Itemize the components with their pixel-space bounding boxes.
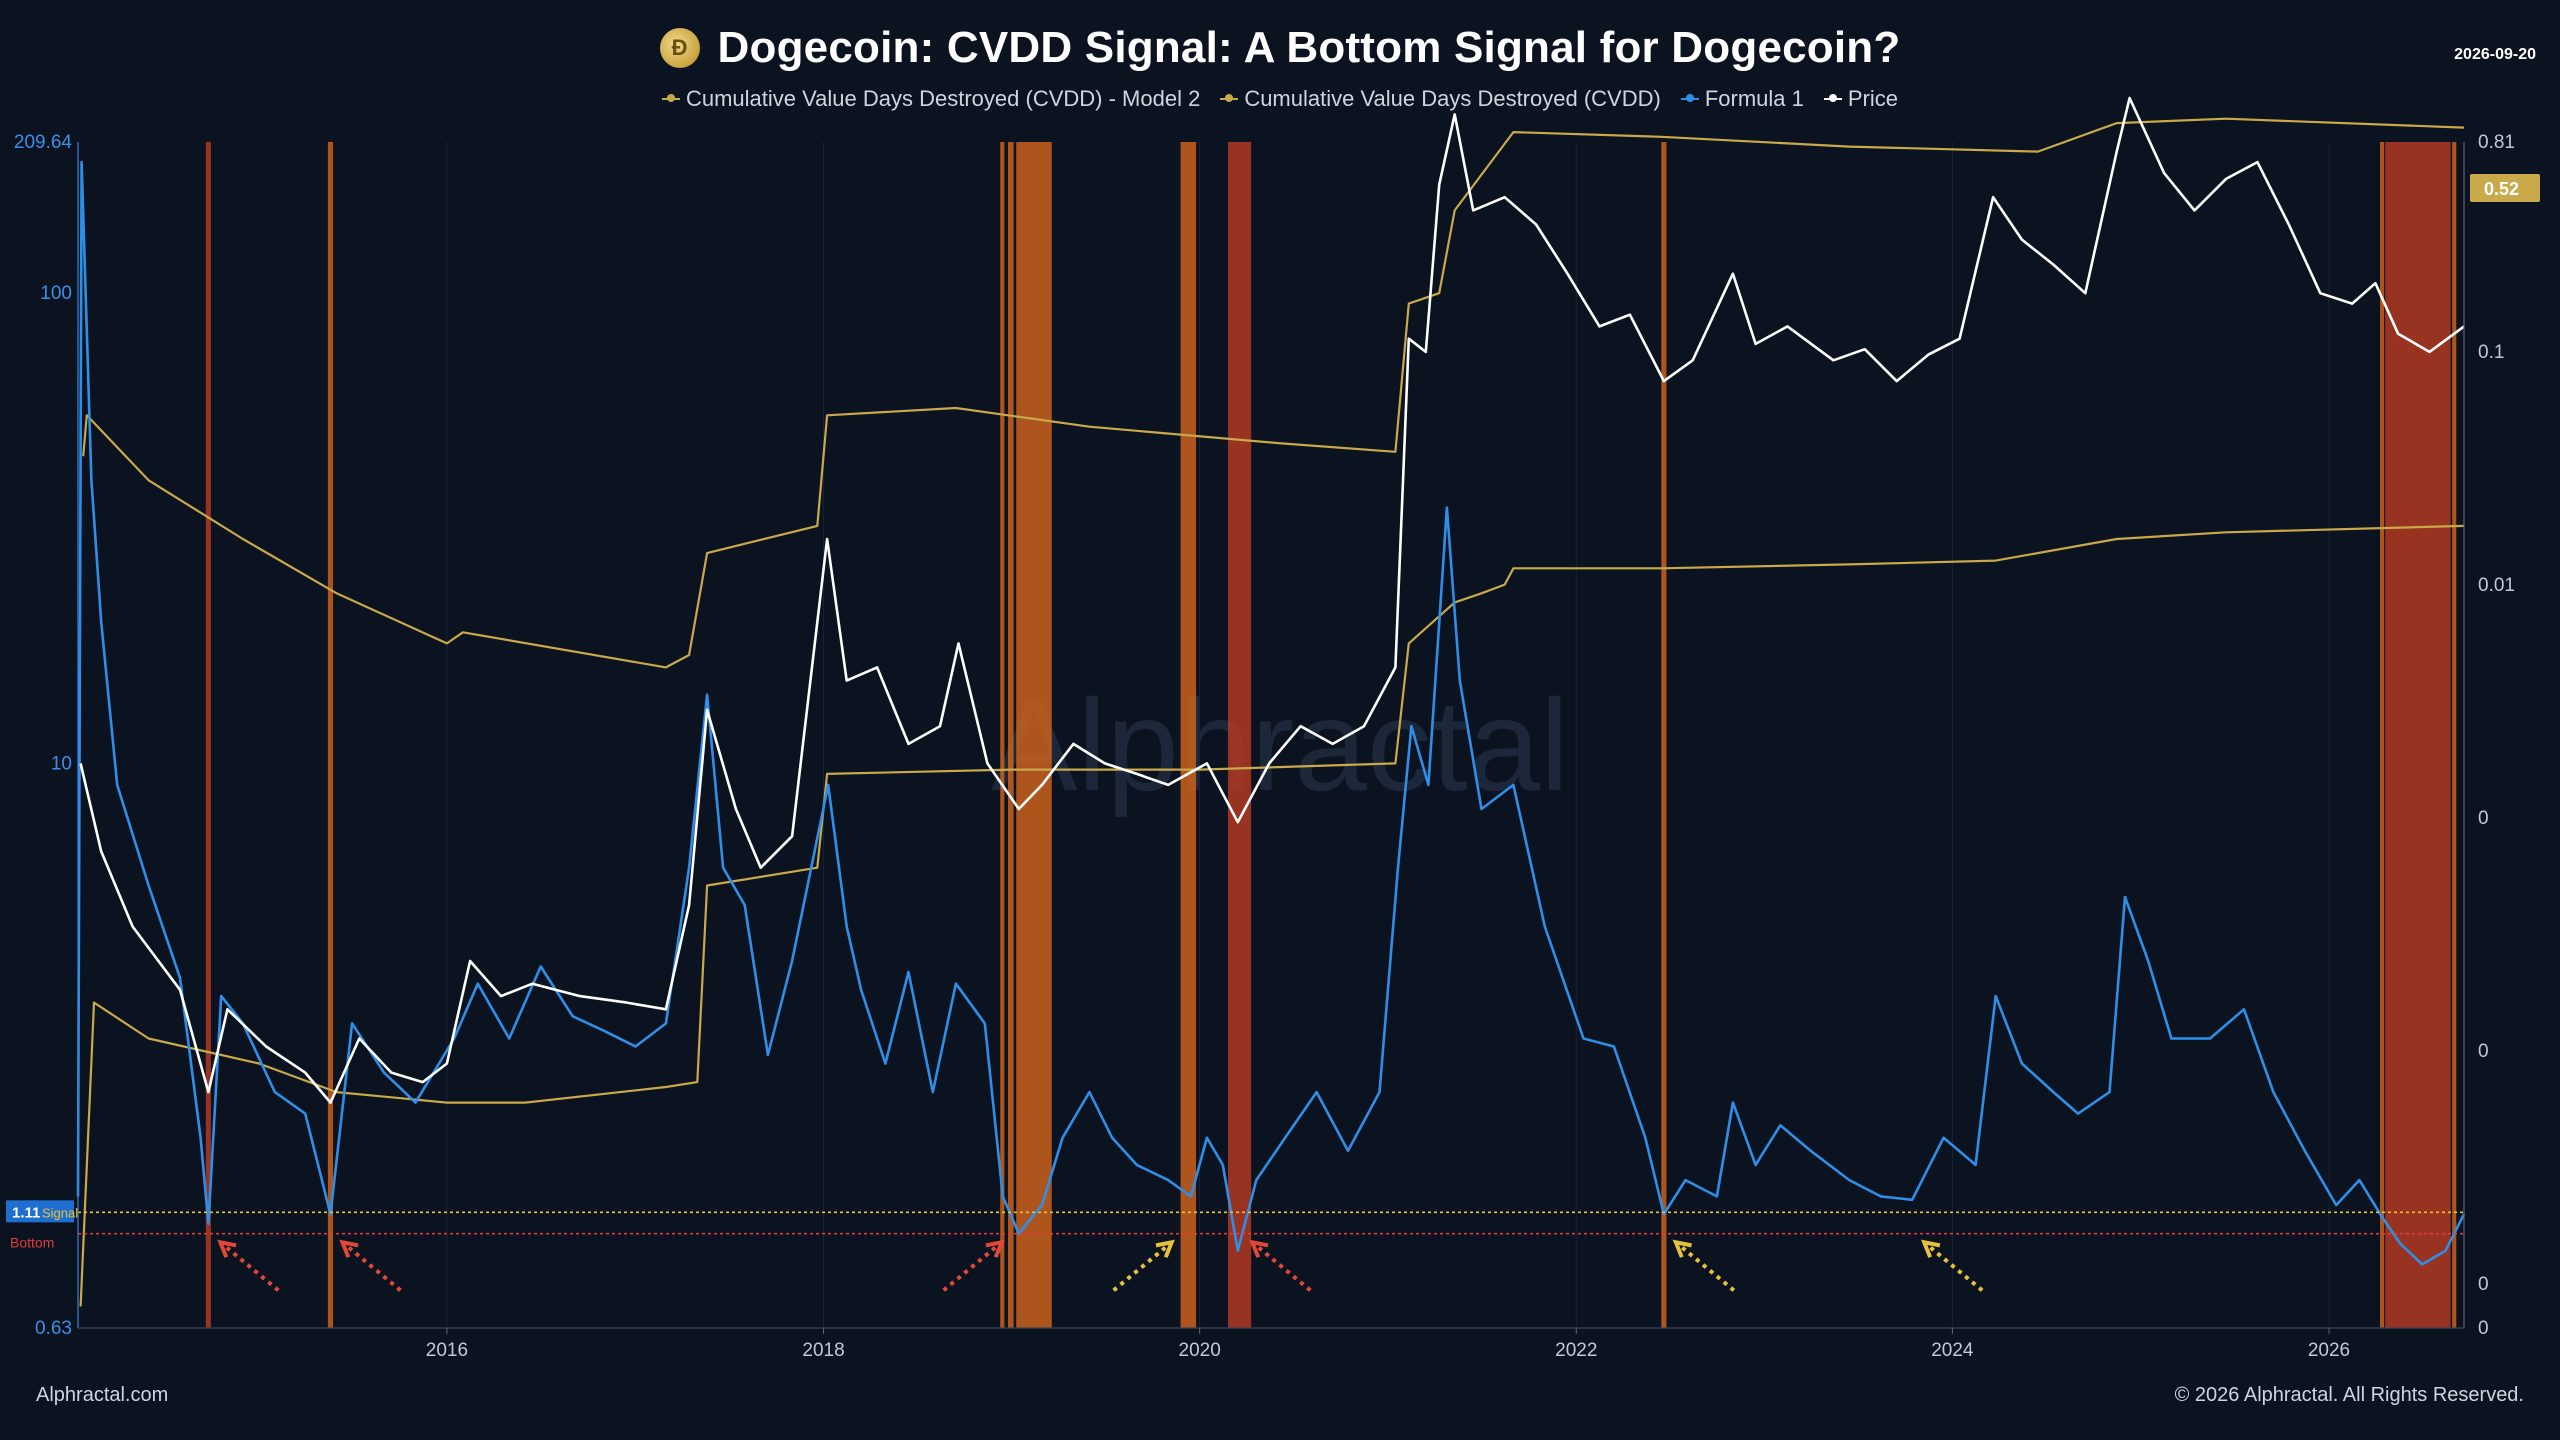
signal-band [1000,142,1005,1328]
legend-item-formula[interactable]: Formula 1 [1680,86,1804,112]
legend-label: Cumulative Value Days Destroyed (CVDD) -… [685,86,1201,111]
signal-band [205,142,211,1328]
signal-arrowhead-icon [339,1239,359,1258]
signal-arrowhead-icon [217,1239,237,1258]
legend-swatch-icon [661,94,680,102]
signal-band [1661,142,1667,1328]
legend: Cumulative Value Days Destroyed (CVDD) -… [0,86,2560,112]
title-row: Ð Dogecoin: CVDD Signal: A Bottom Signal… [0,18,2560,78]
signal-band [1180,142,1197,1328]
signal-arrowhead-icon [1249,1239,1269,1258]
signal-arrowhead-icon [1920,1239,1941,1258]
right-tick-label: 0 [2478,1318,2489,1339]
right-tick-label: 0 [2478,808,2489,829]
right-tick-label: 0.1 [2478,342,2504,363]
left-tick-label: 209.64 [14,132,73,153]
formula-1-line [76,160,2466,1266]
legend-label: Formula 1 [1704,86,1804,111]
footer-copyright: © 2026 Alphractal. All Rights Reserved. [2174,1384,2524,1406]
signal-band [2452,142,2457,1328]
signal-arrow-icon [341,1240,402,1292]
last-price-box [2470,174,2540,202]
signal-arrow-icon [219,1240,280,1292]
signal-band [1016,142,1052,1328]
legend-item-price[interactable]: Price [1823,86,1898,112]
right-tick-label: 0.81 [2478,132,2515,153]
signal-arrow-icon [1112,1240,1173,1292]
signal-band [2385,142,2451,1328]
signal-value-box [6,1200,74,1223]
price-line [79,96,2465,1104]
legend-swatch-icon [1823,94,1842,102]
x-tick-label: 2022 [1555,1340,1597,1361]
signal-text-label: Signal [42,1205,78,1220]
legend-label: Cumulative Value Days Destroyed (CVDD) [1244,86,1661,111]
cvdd-model2-line [79,524,2465,1307]
x-tick-label: 2016 [426,1340,468,1361]
right-tick-label: 0 [2478,1274,2489,1295]
x-tick-label: 2024 [1931,1340,1974,1361]
signal-arrowhead-icon [1672,1239,1692,1258]
signal-band [2380,142,2385,1328]
footer-brand[interactable]: Alphractal.com [36,1384,169,1406]
x-tick-label: 2018 [802,1340,844,1361]
left-tick-label: 0.63 [35,1318,72,1339]
x-tick-label: 2020 [1179,1340,1221,1361]
left-tick-label: 100 [40,283,72,304]
signal-arrowhead-icon [985,1239,1005,1258]
last-price-label: 0.52 [2484,179,2519,199]
bottom-text-label: Bottom [10,1235,54,1251]
dogecoin-icon: Ð [659,28,700,68]
signal-band [1227,142,1252,1328]
signal-band [1007,142,1014,1328]
left-tick-label: 10 [51,753,72,774]
right-tick-label: 0 [2478,1041,2489,1062]
signal-arrowhead-icon [1155,1239,1175,1258]
signal-arrow-icon [1674,1240,1736,1292]
signal-band [327,142,334,1328]
page-title: Dogecoin: CVDD Signal: A Bottom Signal f… [717,23,1901,72]
signal-arrow-icon [942,1240,1003,1292]
x-tick-label: 2026 [2308,1340,2350,1361]
legend-swatch-icon [1680,94,1699,102]
right-tick-label: 0.01 [2478,575,2515,596]
cvdd-line [82,117,2465,669]
legend-swatch-icon [1220,94,1239,102]
signal-arrow-icon [1922,1240,1984,1292]
date-stamp: 2026-09-20 [2454,46,2536,63]
legend-label: Price [1847,86,1898,111]
signal-arrow-icon [1251,1240,1312,1292]
legend-item-model2[interactable]: Cumulative Value Days Destroyed (CVDD) -… [661,86,1201,112]
watermark-text: Alphractal [991,672,1569,818]
legend-item-cvdd[interactable]: Cumulative Value Days Destroyed (CVDD) [1220,86,1661,112]
signal-value-label: 1.11 [12,1204,40,1221]
